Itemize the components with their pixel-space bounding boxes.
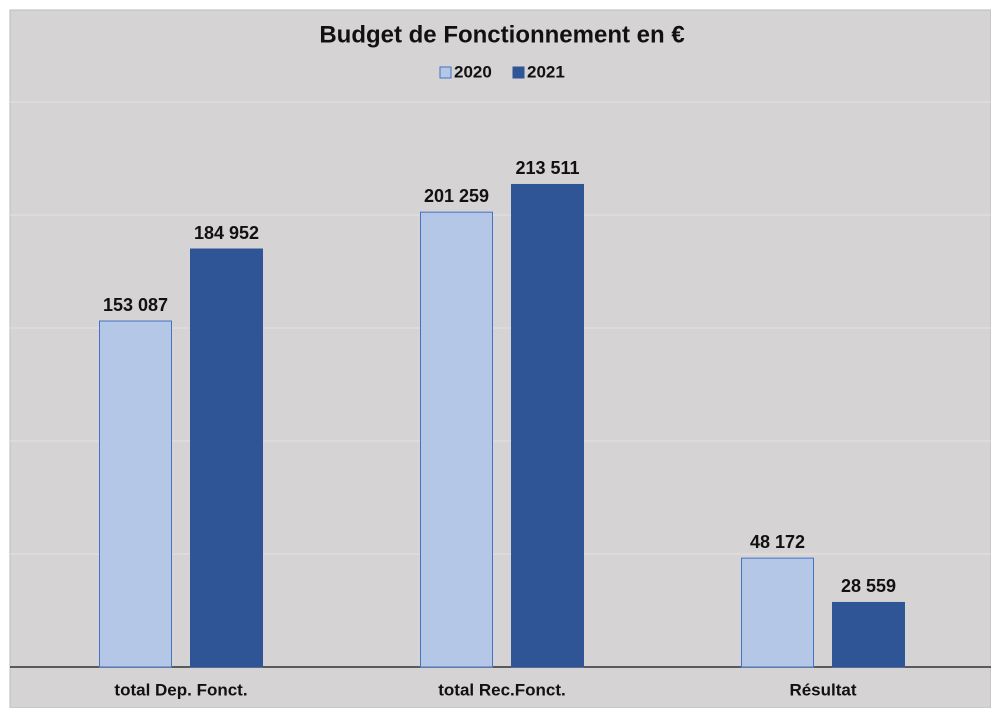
legend-swatch [439,66,452,79]
bar [832,601,905,668]
bar [511,183,584,668]
chart-background [9,9,991,708]
bar [99,320,172,668]
x-tick-label: Résultat [789,680,856,699]
value-label: 201 259 [424,186,489,206]
value-label: 153 087 [103,295,168,315]
value-label: 184 952 [194,223,259,243]
legend-label: 2020 [454,62,492,81]
x-tick-label: total Rec.Fonct. [438,680,566,699]
chart-title: Budget de Fonctionnement en € [319,21,684,48]
value-label: 28 559 [841,576,896,596]
legend-label: 2021 [527,62,565,81]
value-label: 48 172 [750,532,805,552]
legend-swatch [512,66,525,79]
x-tick-label: total Dep. Fonct. [114,680,247,699]
bar [190,248,263,668]
value-label: 213 511 [515,158,579,178]
bar [741,557,814,668]
bar [420,211,493,668]
